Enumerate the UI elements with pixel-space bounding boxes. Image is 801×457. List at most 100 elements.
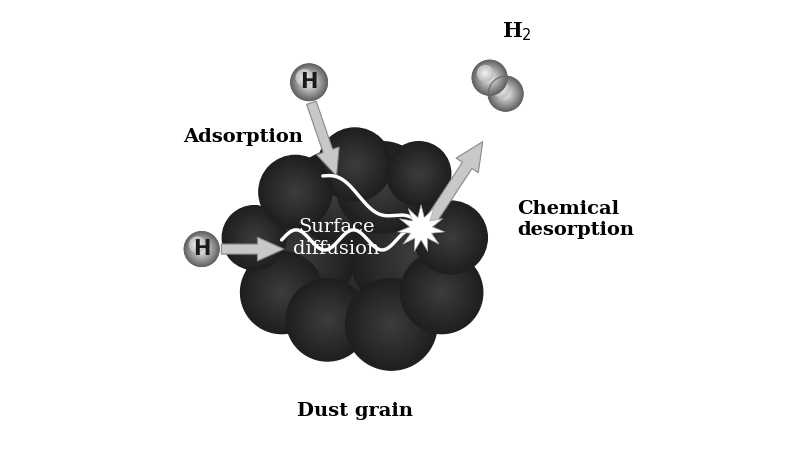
Circle shape	[331, 213, 379, 262]
Circle shape	[294, 177, 416, 298]
Circle shape	[191, 238, 213, 260]
Circle shape	[188, 236, 215, 262]
Circle shape	[186, 233, 218, 265]
Circle shape	[292, 65, 326, 99]
Circle shape	[252, 262, 312, 323]
Circle shape	[417, 268, 466, 317]
Circle shape	[391, 146, 446, 202]
Circle shape	[260, 271, 304, 314]
Circle shape	[503, 91, 509, 96]
Circle shape	[504, 91, 508, 96]
Circle shape	[192, 240, 202, 250]
Circle shape	[482, 70, 488, 76]
Circle shape	[354, 201, 465, 311]
Circle shape	[309, 169, 364, 224]
Circle shape	[293, 190, 298, 194]
Circle shape	[252, 208, 348, 303]
Circle shape	[409, 163, 429, 184]
Circle shape	[350, 197, 469, 315]
Circle shape	[268, 279, 296, 306]
Circle shape	[292, 249, 308, 263]
Circle shape	[190, 237, 214, 261]
Circle shape	[321, 181, 352, 212]
Circle shape	[473, 60, 507, 95]
Circle shape	[192, 239, 211, 259]
Circle shape	[275, 230, 325, 282]
Circle shape	[498, 86, 513, 101]
Circle shape	[428, 279, 455, 306]
Circle shape	[328, 138, 381, 191]
Circle shape	[308, 81, 310, 83]
Circle shape	[264, 160, 327, 223]
Circle shape	[306, 189, 404, 287]
Circle shape	[414, 201, 487, 274]
Circle shape	[233, 216, 276, 259]
Circle shape	[433, 221, 468, 255]
Circle shape	[490, 79, 521, 109]
Circle shape	[444, 230, 458, 245]
Circle shape	[187, 234, 216, 264]
Circle shape	[248, 231, 260, 244]
Circle shape	[199, 246, 204, 252]
Circle shape	[198, 245, 206, 253]
Circle shape	[489, 77, 490, 79]
Circle shape	[201, 248, 203, 250]
Circle shape	[305, 298, 349, 342]
Circle shape	[190, 237, 205, 253]
Circle shape	[421, 208, 480, 267]
Circle shape	[387, 142, 451, 206]
Circle shape	[499, 87, 503, 91]
Circle shape	[239, 223, 269, 253]
Circle shape	[324, 317, 330, 323]
Circle shape	[361, 166, 404, 209]
Circle shape	[364, 169, 400, 206]
Circle shape	[379, 184, 385, 191]
Circle shape	[502, 90, 509, 97]
Circle shape	[388, 321, 394, 328]
Circle shape	[281, 177, 310, 207]
Circle shape	[323, 133, 387, 196]
Circle shape	[494, 83, 508, 96]
Circle shape	[491, 79, 520, 108]
Circle shape	[196, 244, 199, 246]
Circle shape	[501, 90, 509, 98]
Circle shape	[362, 208, 457, 303]
Circle shape	[191, 238, 204, 251]
Circle shape	[394, 240, 425, 272]
Circle shape	[288, 170, 422, 305]
Circle shape	[250, 234, 259, 242]
Circle shape	[345, 155, 364, 174]
Text: H: H	[193, 239, 211, 259]
Circle shape	[291, 64, 328, 101]
Circle shape	[316, 309, 338, 331]
Circle shape	[370, 303, 413, 346]
Circle shape	[370, 175, 394, 200]
Circle shape	[271, 282, 292, 303]
Circle shape	[300, 160, 373, 233]
Circle shape	[441, 228, 461, 247]
Circle shape	[382, 228, 437, 284]
Circle shape	[393, 148, 445, 199]
Circle shape	[304, 76, 315, 88]
Circle shape	[373, 306, 409, 343]
Circle shape	[320, 130, 389, 199]
Circle shape	[319, 312, 336, 328]
Circle shape	[431, 282, 453, 303]
Circle shape	[479, 67, 500, 88]
Circle shape	[237, 221, 272, 255]
Circle shape	[297, 290, 357, 350]
Circle shape	[312, 195, 397, 280]
Circle shape	[298, 71, 311, 84]
Circle shape	[378, 224, 441, 287]
Circle shape	[398, 244, 421, 268]
Circle shape	[276, 287, 288, 298]
Circle shape	[346, 279, 437, 370]
Circle shape	[482, 70, 497, 85]
Circle shape	[303, 76, 316, 89]
Circle shape	[331, 191, 343, 202]
Circle shape	[501, 89, 510, 99]
Circle shape	[437, 223, 465, 252]
Circle shape	[196, 244, 207, 255]
Circle shape	[417, 171, 421, 176]
Circle shape	[437, 287, 447, 298]
